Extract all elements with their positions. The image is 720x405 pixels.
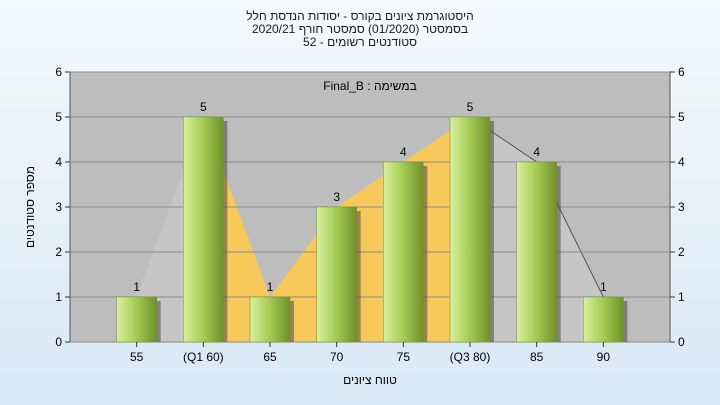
y2-tick-label: 2 bbox=[678, 245, 685, 259]
bar bbox=[449, 116, 491, 343]
y2-tick-label: 5 bbox=[678, 110, 685, 124]
bar-value-label: 5 bbox=[467, 100, 474, 114]
bar bbox=[116, 296, 157, 343]
x-tick-label: 70 bbox=[330, 350, 344, 364]
chart-title-line-1: היסטוגרמת ציונים בקורס - יסודות הנדסת חל… bbox=[246, 9, 474, 23]
y2-tick-label: 0 bbox=[678, 335, 685, 349]
bar bbox=[383, 161, 424, 343]
chart-subtitle: Final_B : במשימה bbox=[323, 79, 417, 93]
grid-layer bbox=[70, 71, 670, 343]
y-axis-title: מספר סטודנטים bbox=[23, 166, 37, 248]
bar bbox=[583, 296, 624, 343]
chart-title-line-3: סטודנטים רשומים - 52 bbox=[303, 35, 417, 49]
x-tick-label: (Q1 60) bbox=[183, 350, 224, 364]
bar-value-label: 5 bbox=[200, 100, 207, 114]
x-tick-label: 90 bbox=[597, 350, 611, 364]
y2-tick-label: 1 bbox=[678, 290, 685, 304]
bar-value-label: 3 bbox=[333, 190, 340, 204]
y-tick-label: 0 bbox=[55, 335, 62, 349]
bar-value-label: 4 bbox=[533, 145, 540, 159]
x-tick-label: 55 bbox=[130, 350, 144, 364]
y2-tick-label: 4 bbox=[678, 155, 685, 169]
bar bbox=[249, 296, 291, 343]
y-tick-label: 1 bbox=[55, 290, 62, 304]
bar bbox=[316, 206, 357, 343]
x-tick-label: 65 bbox=[263, 350, 277, 364]
bar-value-label: 1 bbox=[133, 280, 140, 294]
bar-value-label: 1 bbox=[267, 280, 274, 294]
y2-tick-label: 6 bbox=[678, 65, 685, 79]
bar-value-label: 1 bbox=[600, 280, 607, 294]
chart-title-line-2: בסמסטר (01/2020) סמסטר חורף 2020/21 bbox=[251, 22, 469, 36]
bar-value-label: 4 bbox=[400, 145, 407, 159]
x-tick-label: 85 bbox=[530, 350, 544, 364]
bar bbox=[183, 116, 224, 343]
y-tick-label: 6 bbox=[55, 65, 62, 79]
y-tick-label: 5 bbox=[55, 110, 62, 124]
y-tick-label: 4 bbox=[55, 155, 62, 169]
chart-title-block: היסטוגרמת ציונים בקורס - יסודות הנדסת חל… bbox=[0, 10, 720, 49]
x-tick-label: (Q3 80) bbox=[450, 350, 491, 364]
bar bbox=[516, 161, 557, 343]
y-tick-label: 2 bbox=[55, 245, 62, 259]
bar-layer: 1 5 1 3 4 5 4 1 bbox=[116, 100, 628, 343]
x-tick-label: 75 bbox=[397, 350, 411, 364]
x-axis-title: טווח ציונים bbox=[343, 373, 397, 387]
y2-tick-label: 3 bbox=[678, 200, 685, 214]
axis-layer: 0 01 12 23 34 45 56 655 (Q1 60) 65 70 75 (Q3 80) 85 90 bbox=[55, 65, 685, 364]
y-tick-label: 3 bbox=[55, 200, 62, 214]
